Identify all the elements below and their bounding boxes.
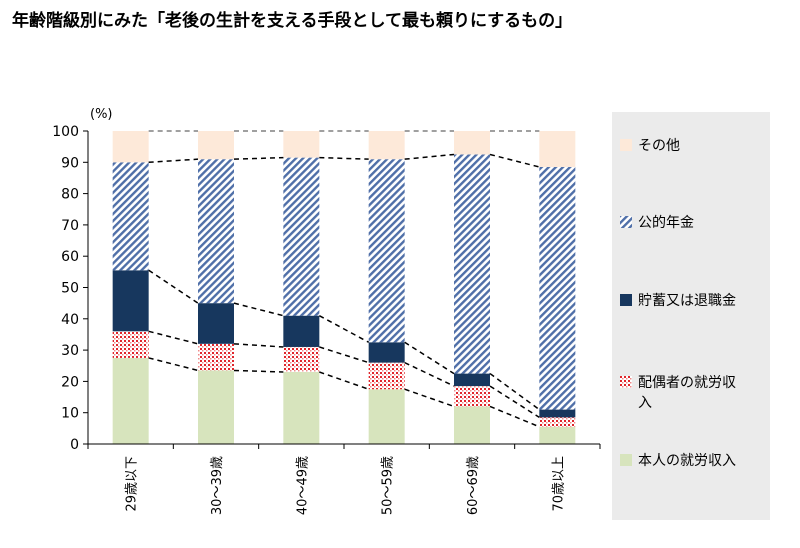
y-tick-label: 70 xyxy=(61,218,79,234)
y-tick-label: 30 xyxy=(61,343,79,359)
connector-line-貯蓄又は退職金 xyxy=(148,269,199,304)
y-axis-unit-label: (%) xyxy=(90,107,113,122)
connector-line-貯蓄又は退職金 xyxy=(318,315,370,343)
y-tick-label: 80 xyxy=(61,187,79,203)
bar-segment-29歳以下-配偶者の就労収入 xyxy=(112,331,149,358)
bar-segment-29歳以下-その他 xyxy=(112,131,149,163)
bar-segment-50～59歳-公的年金 xyxy=(368,159,405,343)
y-tick-label: 0 xyxy=(70,437,79,453)
chart-title: 年齢階級別にみた「老後の生計を支える手段として最も頼りにするもの」 xyxy=(12,11,573,31)
connector-line-本人の就労収入 xyxy=(319,371,369,390)
bar-segment-40～49歳-貯蓄又は退職金 xyxy=(283,315,320,347)
bar-segment-30～39歳-公的年金 xyxy=(198,159,234,304)
connector-line-配偶者の就労収入 xyxy=(233,343,284,348)
connector-line-本人の就労収入 xyxy=(404,388,455,408)
bar-segment-40～49歳-配偶者の就労収入 xyxy=(283,346,320,373)
x-tick-label: 30～39歳 xyxy=(210,456,225,515)
bar-segment-70歳以上-本人の就労収入 xyxy=(539,426,576,444)
connector-line-配偶者の就労収入 xyxy=(489,385,540,419)
bar-segment-60～69歳-本人の就労収入 xyxy=(454,406,490,444)
y-tick-label: 50 xyxy=(61,281,79,297)
connector-line-配偶者の就労収入 xyxy=(148,330,199,345)
connector-line-貯蓄又は退職金 xyxy=(233,302,284,317)
y-tick-label: 100 xyxy=(52,124,79,140)
bar-segment-30～39歳-配偶者の就労収入 xyxy=(198,343,234,371)
legend-label-その他: その他 xyxy=(638,138,680,154)
bar-segment-60～69歳-配偶者の就労収入 xyxy=(454,386,490,407)
connector-line-公的年金 xyxy=(233,156,284,160)
legend-swatch-その他 xyxy=(620,139,632,151)
legend-swatch-配偶者の就労収入 xyxy=(620,376,632,388)
connector-line-本人の就労収入 xyxy=(233,369,284,373)
bar-segment-30～39歳-その他 xyxy=(198,131,234,160)
connector-line-公的年金 xyxy=(319,156,369,160)
connector-line-配偶者の就労収入 xyxy=(404,361,455,387)
bar-segment-50～59歳-配偶者の就労収入 xyxy=(368,362,405,390)
y-tick-label: 20 xyxy=(61,374,79,390)
bar-segment-40～49歳-その他 xyxy=(283,131,320,158)
bar-segment-30～39歳-本人の就労収入 xyxy=(198,370,234,444)
bar-segment-29歳以下-貯蓄又は退職金 xyxy=(112,270,149,332)
connector-line-本人の就労収入 xyxy=(489,405,540,428)
x-tick-label: 29歳以下 xyxy=(125,456,140,512)
connector-line-本人の就労収入 xyxy=(148,357,199,372)
bar-segment-60～69歳-その他 xyxy=(454,131,490,155)
bar-segment-30～39歳-貯蓄又は退職金 xyxy=(198,303,234,344)
bar-segment-40～49歳-本人の就労収入 xyxy=(283,372,320,444)
bar-segment-50～59歳-その他 xyxy=(368,131,405,160)
legend-swatch-貯蓄又は退職金 xyxy=(620,294,632,306)
bar-segment-60～69歳-公的年金 xyxy=(454,154,490,374)
legend-swatch-本人の就労収入 xyxy=(620,454,632,466)
legend-label-公的年金: 公的年金 xyxy=(638,215,694,231)
connector-line-配偶者の就労収入 xyxy=(319,346,369,364)
y-tick-label: 10 xyxy=(61,406,79,422)
bar-segment-29歳以下-公的年金 xyxy=(112,162,149,271)
bar-segment-70歳以上-その他 xyxy=(539,131,576,167)
x-tick-label: 70歳以上 xyxy=(551,456,566,512)
legend-box xyxy=(612,112,770,520)
connector-line-公的年金 xyxy=(148,158,199,164)
y-tick-label: 40 xyxy=(61,312,79,328)
bar-segment-70歳以上-公的年金 xyxy=(539,166,576,410)
bar-segment-70歳以上-配偶者の就労収入 xyxy=(539,417,576,427)
connector-line-貯蓄又は退職金 xyxy=(404,341,455,375)
connector-line-貯蓄又は退職金 xyxy=(489,372,540,411)
connector-line-公的年金 xyxy=(404,153,455,160)
connector-line-公的年金 xyxy=(489,153,540,168)
legend-swatch-公的年金 xyxy=(620,216,632,228)
y-tick-label: 60 xyxy=(61,249,79,265)
bar-segment-60～69歳-貯蓄又は退職金 xyxy=(454,373,490,387)
bar-segment-70歳以上-貯蓄又は退職金 xyxy=(539,409,576,418)
legend-label-配偶者の就労収入: 配偶者の就労収入 xyxy=(638,375,736,411)
legend-label-本人の就労収入: 本人の就労収入 xyxy=(638,453,736,469)
bar-segment-40～49歳-公的年金 xyxy=(283,157,320,316)
x-tick-label: 40～49歳 xyxy=(295,456,310,515)
y-tick-label: 90 xyxy=(61,155,79,171)
legend-label-貯蓄又は退職金: 貯蓄又は退職金 xyxy=(638,293,736,309)
bar-segment-50～59歳-本人の就労収入 xyxy=(368,389,405,444)
bar-segment-29歳以下-本人の就労収入 xyxy=(112,357,149,444)
x-tick-label: 60～69歳 xyxy=(466,456,481,515)
bar-segment-50～59歳-貯蓄又は退職金 xyxy=(368,342,405,363)
x-tick-label: 50～59歳 xyxy=(381,456,396,515)
